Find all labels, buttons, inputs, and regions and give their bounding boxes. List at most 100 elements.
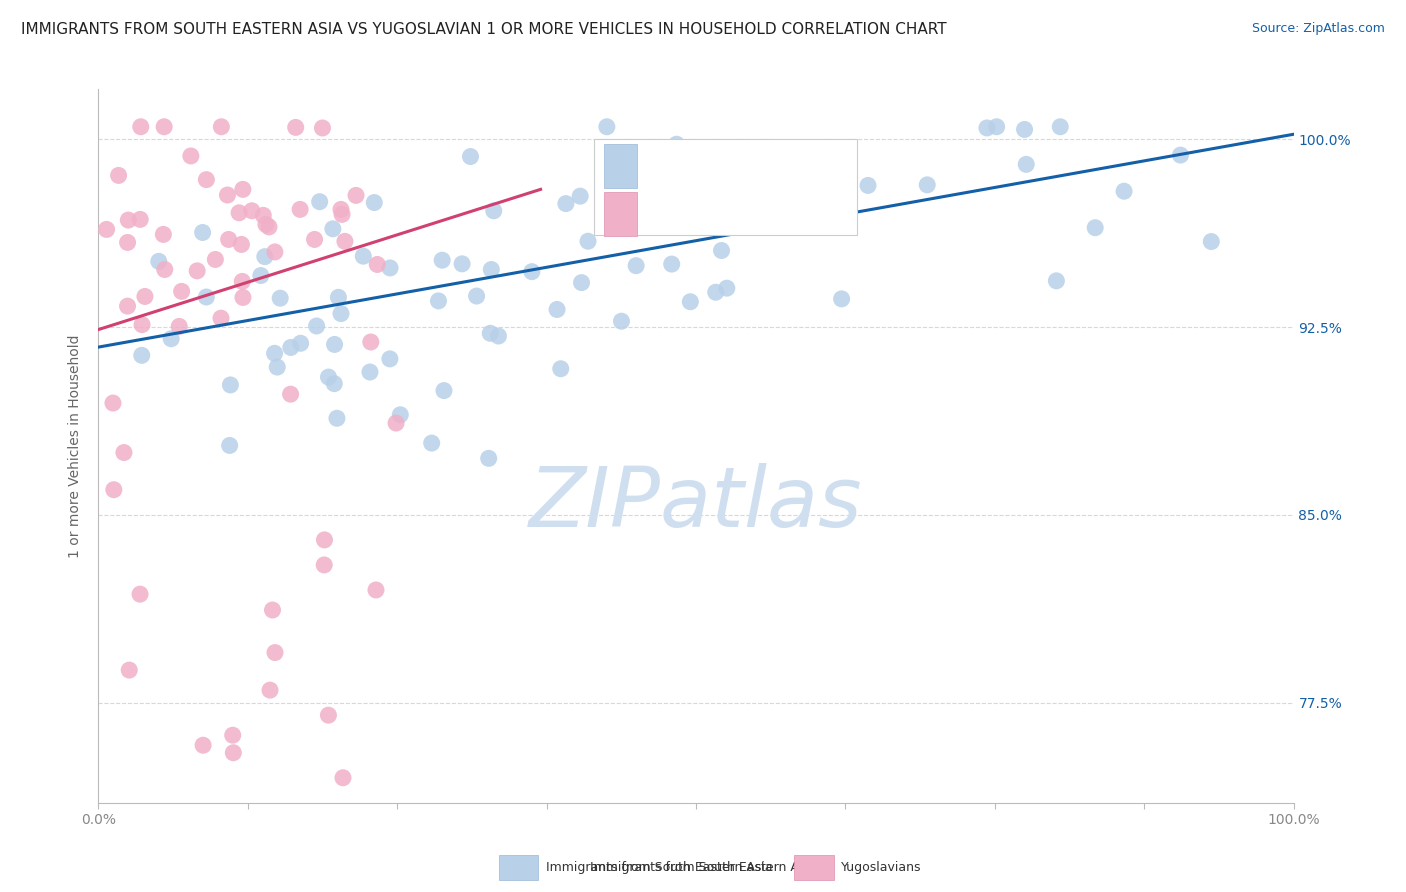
Point [366,257,388,271]
Point [479,262,502,277]
Point [195,290,218,304]
Point [191,226,214,240]
Point [1201,235,1223,249]
Point [378,351,401,366]
Point [856,178,879,193]
Point [427,293,450,308]
Point [263,244,285,259]
Point [290,336,312,351]
Point [479,326,502,341]
Point [520,265,543,279]
Point [191,738,214,752]
Point [266,360,288,375]
Point [209,311,232,326]
Point [118,663,141,677]
Point [117,299,139,313]
Point [460,149,482,163]
Point [716,281,738,295]
Point [308,194,330,209]
Point [222,728,245,742]
Point [679,294,702,309]
Point [550,361,572,376]
Point [634,173,657,187]
Point [103,483,125,497]
Point [332,771,354,785]
Y-axis label: 1 or more Vehicles in Household: 1 or more Vehicles in Household [69,334,83,558]
Point [129,587,152,601]
Point [645,152,668,166]
Point [186,264,208,278]
Point [218,438,240,452]
Point [152,227,174,242]
Point [112,445,135,459]
Point [318,708,340,723]
Point [101,396,124,410]
Text: R = 0.450: R = 0.450 [650,157,733,175]
Point [218,232,240,246]
Point [1084,220,1107,235]
Point [482,203,505,218]
Point [465,289,488,303]
Point [232,290,254,304]
Point [665,137,688,152]
Point [610,314,633,328]
Point [352,249,374,263]
Point [326,411,349,425]
Text: N = 60: N = 60 [768,205,825,223]
Text: R = 0.299: R = 0.299 [650,205,733,223]
Point [314,558,336,572]
Point [170,285,193,299]
Point [167,319,190,334]
Point [986,120,1008,134]
Point [546,302,568,317]
Point [153,120,176,134]
Point [323,337,346,351]
Point [420,436,443,450]
Point [264,646,287,660]
Point [280,341,302,355]
Point [596,120,619,134]
Text: Source: ZipAtlas.com: Source: ZipAtlas.com [1251,22,1385,36]
Point [710,244,733,258]
Point [330,207,353,221]
Point [117,235,139,250]
Point [554,196,576,211]
Point [153,262,176,277]
Point [433,384,456,398]
Point [478,451,501,466]
Point [131,318,153,332]
Point [231,237,253,252]
Point [1014,122,1036,136]
Point [180,149,202,163]
Text: Immigrants from South Eastern Asia: Immigrants from South Eastern Asia [546,861,772,873]
Point [204,252,226,267]
Point [231,274,253,288]
FancyBboxPatch shape [605,192,637,236]
Text: N = 75: N = 75 [768,157,825,175]
Point [262,603,284,617]
Point [378,260,401,275]
Point [209,120,232,134]
Text: ZIPatlas: ZIPatlas [529,463,863,543]
Point [263,346,285,360]
Point [304,232,326,246]
Point [740,207,762,221]
Point [1170,148,1192,162]
Point [217,188,239,202]
Point [1112,184,1135,198]
Point [314,533,336,547]
Point [250,268,273,283]
Point [311,120,333,135]
Point [328,290,350,304]
Point [228,206,250,220]
Point [195,172,218,186]
Point [976,120,998,135]
Point [752,219,775,234]
Point [322,222,344,236]
Point [107,169,129,183]
Point [280,387,302,401]
Point [129,120,152,134]
Point [359,365,381,379]
Point [96,222,118,236]
Point [288,202,311,217]
